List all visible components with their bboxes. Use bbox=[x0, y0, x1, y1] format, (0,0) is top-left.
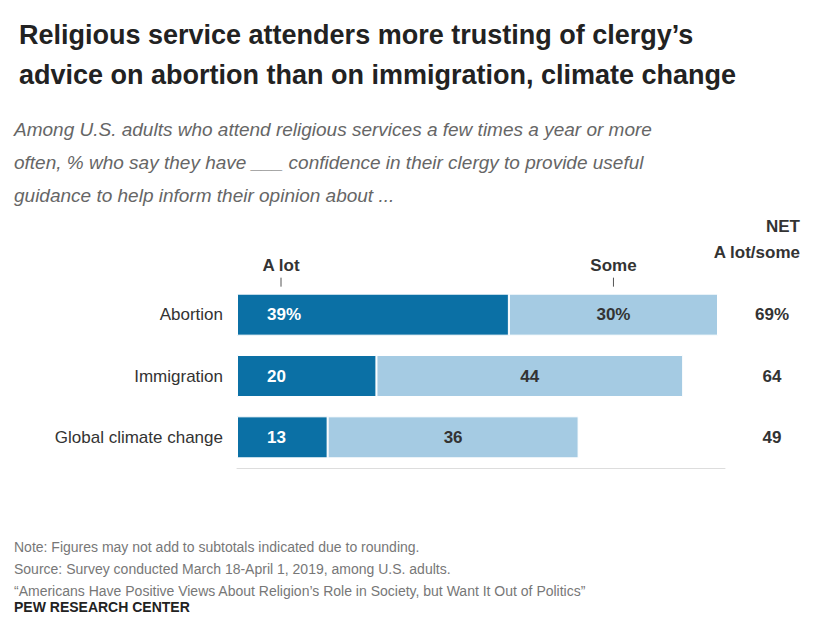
svg-text:advice on abortion than on imm: advice on abortion than on immigration, … bbox=[19, 60, 736, 90]
svg-text:Global climate change: Global climate change bbox=[55, 428, 223, 447]
svg-text:A lot: A lot bbox=[262, 256, 299, 275]
svg-text:“Americans Have Positive Views: “Americans Have Positive Views About Rel… bbox=[14, 583, 586, 599]
svg-text:39%: 39% bbox=[267, 305, 301, 324]
svg-text:36: 36 bbox=[444, 428, 463, 447]
svg-text:30%: 30% bbox=[596, 305, 630, 324]
svg-text:20: 20 bbox=[267, 367, 286, 386]
svg-text:Abortion: Abortion bbox=[160, 305, 223, 324]
svg-text:Note: Figures may not add to s: Note: Figures may not add to subtotals i… bbox=[14, 539, 419, 555]
svg-text:Religious service attenders mo: Religious service attenders more trustin… bbox=[19, 20, 693, 50]
svg-text:often, % who say they have ___: often, % who say they have ___ confidenc… bbox=[14, 152, 644, 173]
svg-text:Among U.S. adults who attend r: Among U.S. adults who attend religious s… bbox=[13, 119, 652, 140]
svg-text:NET: NET bbox=[766, 217, 801, 236]
svg-text:49: 49 bbox=[763, 428, 782, 447]
svg-text:guidance to help inform their: guidance to help inform their opinion ab… bbox=[14, 185, 394, 206]
svg-text:13: 13 bbox=[267, 428, 286, 447]
svg-text:PEW RESEARCH CENTER: PEW RESEARCH CENTER bbox=[14, 599, 190, 615]
svg-text:64: 64 bbox=[763, 367, 782, 386]
svg-text:44: 44 bbox=[520, 367, 539, 386]
svg-text:Source: Survey conducted March: Source: Survey conducted March 18-April … bbox=[14, 561, 451, 577]
svg-text:Immigration: Immigration bbox=[134, 367, 223, 386]
svg-text:A lot/some: A lot/some bbox=[714, 243, 800, 262]
svg-text:69%: 69% bbox=[755, 305, 789, 324]
svg-text:Some: Some bbox=[590, 256, 636, 275]
